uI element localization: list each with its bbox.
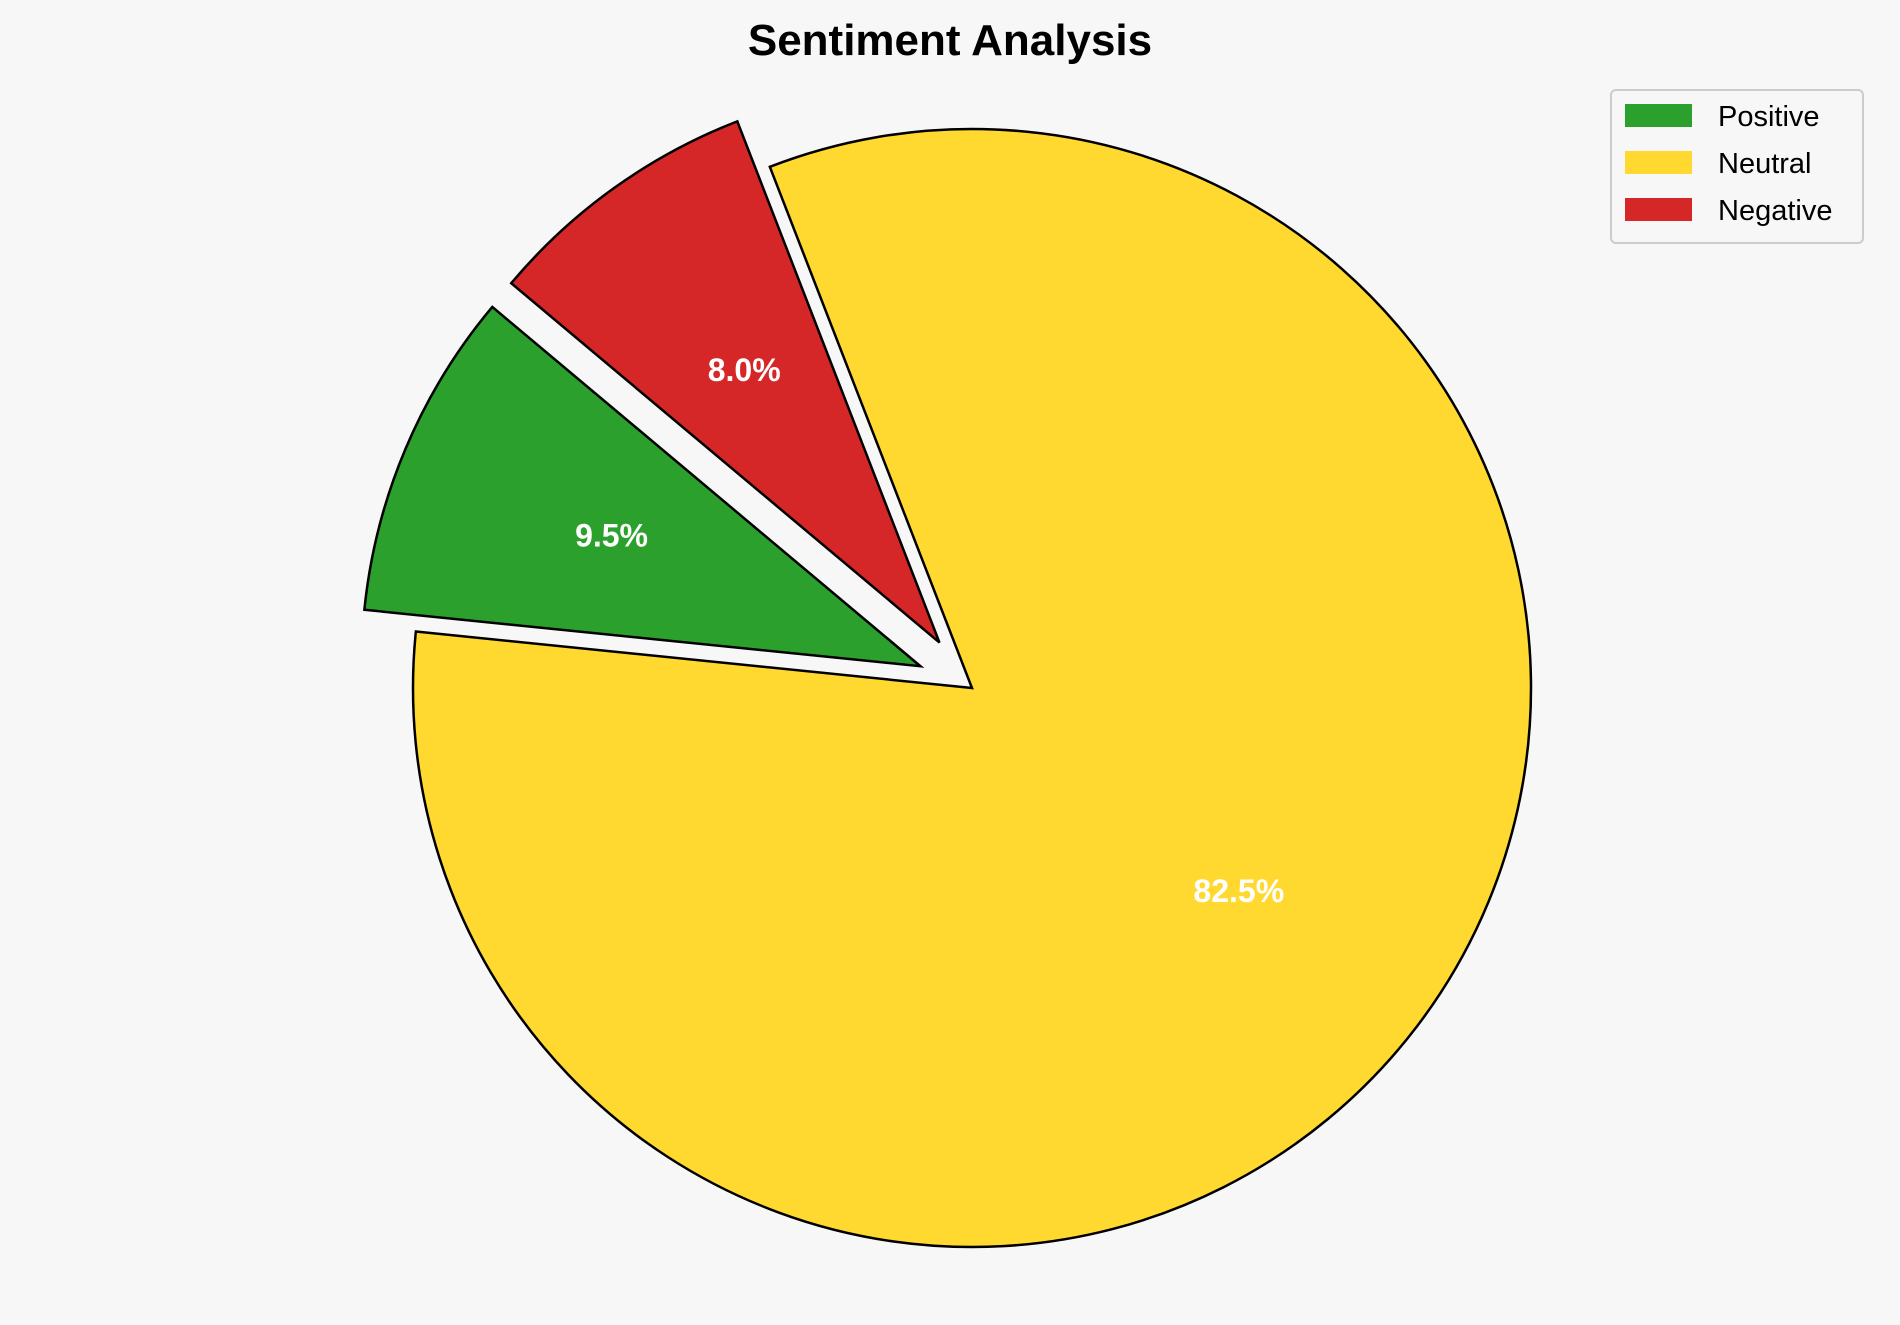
pie-wedges (362, 119, 1533, 1249)
pie-label-negative: 8.0% (708, 352, 781, 388)
legend-label-neutral: Neutral (1718, 148, 1812, 180)
pie-label-positive: 9.5% (575, 518, 648, 554)
legend: Positive Neutral Negative (1610, 89, 1864, 244)
legend-swatch-neutral (1625, 151, 1692, 174)
legend-swatch-positive (1625, 104, 1692, 127)
pie-slice-neutral (411, 127, 1533, 1249)
legend-label-negative: Negative (1718, 195, 1832, 227)
legend-label-positive: Positive (1718, 101, 1820, 133)
pie-slice-negative (509, 119, 941, 644)
pie-labels: 9.5% 82.5% 8.0% (575, 352, 1284, 909)
pie-slice-positive (362, 305, 925, 668)
legend-swatch-negative (1625, 198, 1692, 221)
chart-title: Sentiment Analysis (748, 16, 1152, 65)
pie-label-neutral: 82.5% (1193, 873, 1284, 909)
